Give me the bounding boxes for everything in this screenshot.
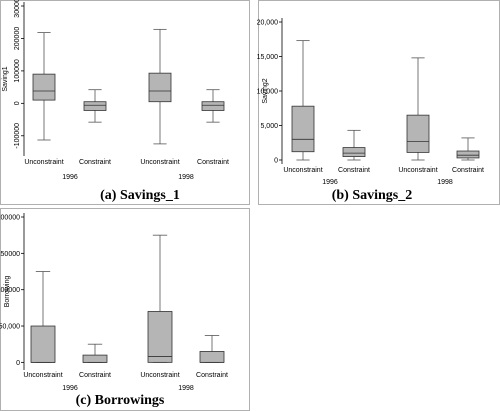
saving1-box-1996-unconstraint <box>32 32 56 141</box>
borrowing-ytick-label: 200000 <box>0 215 20 222</box>
saving1-panel: -100000 0 100000 200000 300000 Saving1 Unconst… <box>0 0 250 205</box>
borrowing-category-label: Constraint <box>79 372 111 379</box>
borrowing-group-label: 1996 <box>62 385 78 392</box>
borrowing-ytick-label: 150000 <box>0 251 20 258</box>
iqr-box <box>148 72 172 103</box>
borrowing-panel-frame <box>0 208 250 411</box>
saving1-box-1998-unconstraint <box>148 28 172 145</box>
borrowing-category-label: Constraint <box>196 372 228 379</box>
saving2-box-1998-constraint <box>456 137 480 161</box>
iqr-box <box>30 325 56 363</box>
borrowing-box-1996-constraint <box>82 343 108 363</box>
saving2-ytick-label: 20,000 <box>257 20 279 27</box>
iqr-box <box>199 351 225 363</box>
iqr-box <box>456 150 480 159</box>
iqr-box <box>32 73 56 101</box>
saving2-category-label: Constraint <box>452 167 484 174</box>
saving1-caption: (a) Savings_1 <box>100 188 180 203</box>
saving2-box-1996-constraint <box>342 129 366 161</box>
borrowing-caption: (c) Borrowings <box>76 393 165 408</box>
saving2-box-1996-unconstraint <box>291 40 315 161</box>
borrowing-box-1998-constraint <box>199 335 225 363</box>
saving1-group-label: 1996 <box>62 174 78 181</box>
saving2-category-label: Constraint <box>338 167 370 174</box>
iqr-box <box>83 101 107 111</box>
saving2-panel-frame <box>258 0 500 205</box>
saving1-category-label: Unconstraint <box>140 159 179 166</box>
saving2-y-axis-title: Saving2 <box>262 78 269 103</box>
borrowing-box-1996-unconstraint <box>30 271 56 363</box>
saving2-ytick-label: 15,000 <box>257 54 279 61</box>
saving1-ytick-label: 300000 <box>14 0 21 18</box>
iqr-box <box>201 101 225 111</box>
iqr-box <box>291 105 315 153</box>
borrowing-ytick-label: 0 <box>16 360 20 367</box>
borrowing-ytick-label: 50,000 <box>0 324 20 331</box>
borrowing-category-label: Unconstraint <box>140 372 179 379</box>
iqr-box <box>82 354 108 363</box>
saving1-ytick-label: 0 <box>14 101 21 105</box>
saving1-ytick-label: -100000 <box>14 123 21 149</box>
borrowing-category-label: Unconstraint <box>23 372 62 379</box>
saving2-group-label: 1996 <box>322 179 338 186</box>
saving1-group-label: 1998 <box>178 174 194 181</box>
saving1-ytick-label: 100000 <box>14 59 21 82</box>
saving2-box-1998-unconstraint <box>406 57 430 161</box>
saving1-category-label: Unconstraint <box>24 159 63 166</box>
saving1-y-axis-title: Saving1 <box>2 66 9 91</box>
iqr-box <box>147 311 173 363</box>
saving2-caption: (b) Savings_2 <box>332 188 413 203</box>
saving1-category-label: Constraint <box>197 159 229 166</box>
saving1-category-label: Constraint <box>79 159 111 166</box>
saving1-ytick-label: 200000 <box>14 27 21 50</box>
borrowing-group-label: 1998 <box>178 385 194 392</box>
iqr-box <box>342 147 366 157</box>
borrowing-y-axis-title: Borrowing <box>4 276 11 308</box>
borrowing-box-1998-unconstraint <box>147 234 173 363</box>
saving1-box-1996-constraint <box>83 89 107 123</box>
saving2-panel: 0 5,000 10,000 15,000 20,000 Saving2 Unconstra… <box>257 0 500 205</box>
saving2-ytick-label: 5,000 <box>260 123 278 130</box>
borrowing-ytick-label: 100000 <box>0 287 20 294</box>
saving2-group-label: 1998 <box>437 179 453 186</box>
saving1-box-1998-constraint <box>201 89 225 123</box>
saving2-category-label: Unconstraint <box>283 167 322 174</box>
saving2-ytick-label: 0 <box>274 158 278 165</box>
iqr-box <box>406 114 430 153</box>
saving2-category-label: Unconstraint <box>398 167 437 174</box>
borrowing-panel: 0 50,000 100000 150000 200000 Borrowing Uncons… <box>0 208 250 411</box>
saving2-ytick-label: 10,000 <box>257 89 279 96</box>
